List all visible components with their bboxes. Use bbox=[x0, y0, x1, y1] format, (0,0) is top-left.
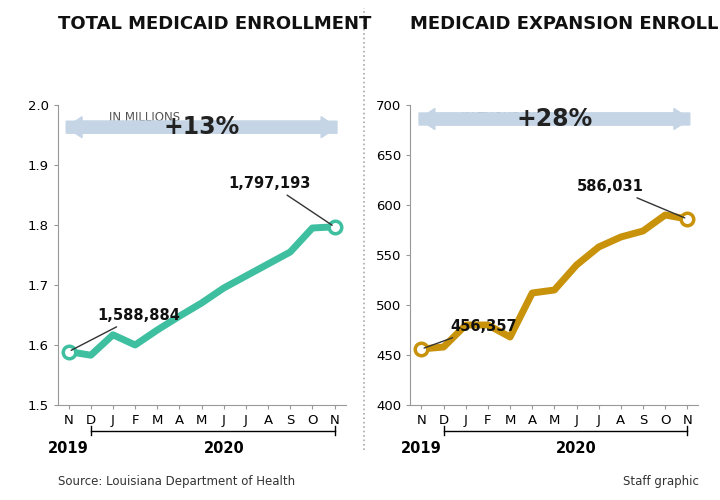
Text: 456,357: 456,357 bbox=[424, 319, 517, 348]
FancyArrow shape bbox=[66, 116, 337, 138]
Text: Source: Louisiana Department of Health: Source: Louisiana Department of Health bbox=[58, 474, 294, 488]
Text: IN THOUSANDS: IN THOUSANDS bbox=[462, 111, 553, 124]
FancyArrow shape bbox=[66, 116, 337, 138]
Text: Staff graphic: Staff graphic bbox=[623, 474, 698, 488]
Text: +28%: +28% bbox=[516, 107, 593, 131]
Text: 2019: 2019 bbox=[48, 441, 89, 456]
Text: 2020: 2020 bbox=[203, 441, 244, 456]
Text: TOTAL MEDICAID ENROLLMENT: TOTAL MEDICAID ENROLLMENT bbox=[58, 15, 371, 33]
Text: 1,797,193: 1,797,193 bbox=[228, 176, 332, 226]
Text: IN MILLIONS: IN MILLIONS bbox=[109, 111, 181, 124]
FancyArrow shape bbox=[419, 108, 690, 130]
Text: +13%: +13% bbox=[163, 115, 240, 139]
Text: 586,031: 586,031 bbox=[577, 179, 685, 218]
FancyArrow shape bbox=[419, 108, 690, 130]
Text: 2020: 2020 bbox=[556, 441, 597, 456]
Text: MEDICAID EXPANSION ENROLLMENT: MEDICAID EXPANSION ENROLLMENT bbox=[410, 15, 720, 33]
Text: 1,588,884: 1,588,884 bbox=[71, 308, 180, 350]
Text: 2019: 2019 bbox=[401, 441, 442, 456]
